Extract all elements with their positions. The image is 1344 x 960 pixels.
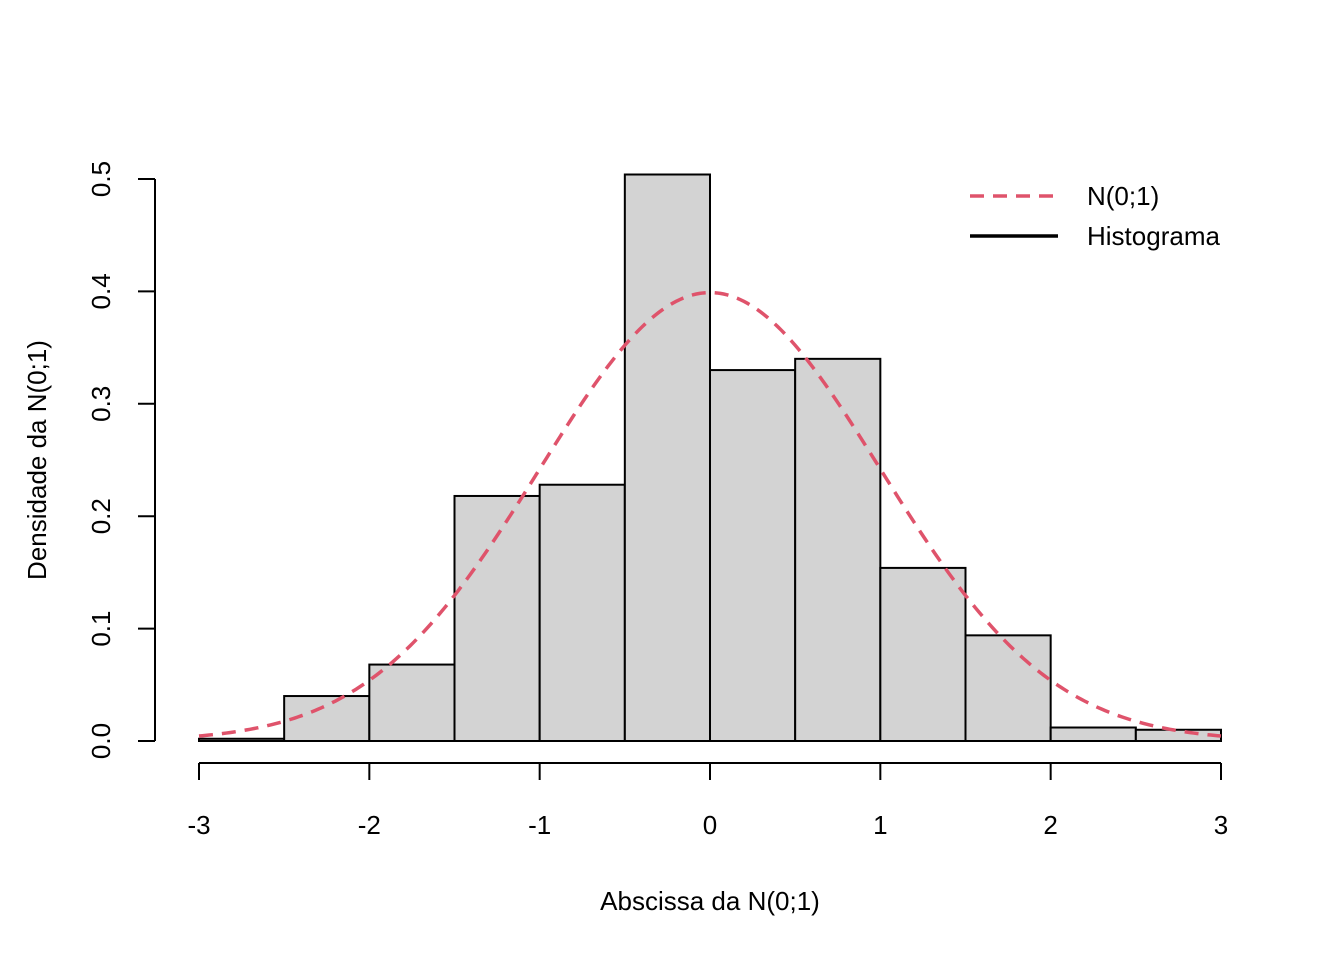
- x-tick-label: 3: [1214, 810, 1228, 840]
- legend-label-curve: N(0;1): [1087, 181, 1159, 211]
- x-axis: -3 -2 -1 0 1 2 3: [187, 762, 1228, 840]
- histogram-bar: [964, 634, 1052, 742]
- histogram-bar: [879, 566, 967, 742]
- y-axis: 0.0 0.1 0.2 0.3 0.4 0.5: [86, 161, 156, 759]
- bars-layer: [198, 173, 1223, 743]
- y-tick-label: 0.2: [86, 498, 116, 534]
- histogram-bar: [368, 663, 456, 742]
- y-axis-label: Densidade da N(0;1): [22, 340, 52, 580]
- x-axis-label: Abscissa da N(0;1): [600, 886, 820, 916]
- x-tick-label: 1: [873, 810, 887, 840]
- y-tick-label: 0.4: [86, 273, 116, 309]
- y-tick-label: 0.1: [86, 611, 116, 647]
- x-tick-label: -2: [358, 810, 381, 840]
- y-tick-label: 0.0: [86, 723, 116, 759]
- histogram-bar: [1049, 726, 1137, 743]
- legend: N(0;1) Histograma: [970, 181, 1220, 251]
- x-tick-label: 2: [1043, 810, 1057, 840]
- histogram-bar: [538, 483, 626, 742]
- x-tick-label: -3: [187, 810, 210, 840]
- histogram-bar: [709, 369, 797, 742]
- y-tick-label: 0.5: [86, 161, 116, 197]
- histogram-bar: [794, 357, 882, 742]
- legend-label-histogram: Histograma: [1087, 221, 1220, 251]
- x-tick-label: -1: [528, 810, 551, 840]
- x-tick-label: 0: [703, 810, 717, 840]
- y-tick-label: 0.3: [86, 386, 116, 422]
- histogram-bar: [623, 173, 711, 742]
- histogram-bar: [198, 737, 286, 743]
